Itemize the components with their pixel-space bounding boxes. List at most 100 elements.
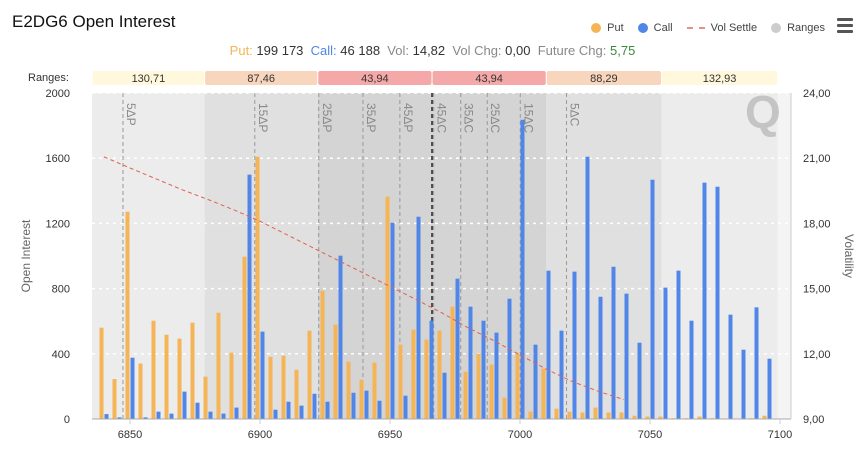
call-bar xyxy=(208,411,213,419)
vol-label: Vol: xyxy=(387,43,409,58)
range-value: 130,71 xyxy=(132,73,166,85)
call-value: 46 188 xyxy=(340,43,381,58)
put-bar xyxy=(385,196,390,419)
call-label: Call: xyxy=(310,43,337,58)
call-bar xyxy=(702,182,707,419)
y2-tick-label: 12,00 xyxy=(803,349,831,361)
y-tick-label: 0 xyxy=(64,414,70,426)
range-band xyxy=(546,93,662,419)
y2-tick-label: 21,00 xyxy=(803,153,831,165)
call-bar xyxy=(364,390,369,419)
call-bar xyxy=(416,216,421,419)
dashed-line-icon xyxy=(686,27,705,29)
x-tick-label: 7000 xyxy=(508,429,532,441)
put-bar xyxy=(502,397,507,419)
vol-chg-label: Vol Chg: xyxy=(452,43,502,58)
y-axis-title: Open Interest xyxy=(19,219,33,292)
range-bar-segment xyxy=(318,71,432,85)
stats-line: Put: 199 173 Call: 46 188 Vol: 14,82 Vol… xyxy=(0,43,865,58)
logo-watermark: Q xyxy=(745,86,781,138)
call-bar xyxy=(611,266,616,419)
put-bar xyxy=(632,415,637,419)
put-bar xyxy=(580,412,585,419)
legend-item-put[interactable]: Put xyxy=(591,22,624,34)
y2-tick-label: 18,00 xyxy=(803,218,831,230)
call-bar xyxy=(637,342,642,419)
vol-chg-value: 0,00 xyxy=(505,43,531,58)
delta-line-label: 35ΔC xyxy=(462,103,476,133)
put-bar xyxy=(229,352,234,419)
call-bar xyxy=(663,287,668,419)
legend-label: Call xyxy=(653,22,673,34)
call-bar xyxy=(351,392,356,419)
call-bar xyxy=(312,393,317,419)
y-tick-label: 1200 xyxy=(46,218,70,230)
put-bar xyxy=(203,376,208,419)
y2-axis-title: Volatility xyxy=(842,234,856,278)
legend-item-ranges[interactable]: Ranges xyxy=(771,22,825,34)
hamburger-menu-icon[interactable] xyxy=(837,18,853,36)
delta-line-label: 25ΔC xyxy=(488,103,502,133)
put-bar xyxy=(489,364,494,419)
put-bar xyxy=(177,338,182,419)
x-tick-label: 7100 xyxy=(768,429,792,441)
call-bar xyxy=(221,413,226,419)
put-bar xyxy=(190,322,195,419)
call-bar xyxy=(299,405,304,419)
call-bar xyxy=(559,330,564,419)
call-bar xyxy=(689,320,694,419)
put-label: Put: xyxy=(229,43,253,58)
put-bar xyxy=(450,306,455,419)
range-band xyxy=(432,93,547,419)
call-bar xyxy=(468,306,473,419)
put-bar xyxy=(424,339,429,419)
call-bar xyxy=(117,417,122,419)
legend-item-call[interactable]: Call xyxy=(637,22,673,34)
put-bar xyxy=(645,416,650,419)
call-bar xyxy=(715,186,720,419)
put-bar xyxy=(567,411,572,419)
legend-item-vol-settle[interactable]: Vol Settle xyxy=(686,22,757,34)
call-bar xyxy=(442,372,447,419)
put-bar xyxy=(593,407,598,419)
call-bar xyxy=(754,307,759,419)
range-band xyxy=(92,93,205,419)
delta-line-label: 15ΔP xyxy=(256,103,270,132)
put-bar xyxy=(398,344,403,419)
put-bar xyxy=(515,353,520,419)
legend: Put Call Vol Settle Ranges xyxy=(591,22,825,34)
delta-line-label: 45ΔC xyxy=(435,103,449,133)
ranges-label: Ranges: xyxy=(28,72,69,84)
call-bar xyxy=(455,278,460,419)
put-bar xyxy=(333,324,338,419)
y-tick-label: 800 xyxy=(52,284,70,296)
range-value: 88,29 xyxy=(590,73,618,85)
put-value: 199 173 xyxy=(256,43,304,58)
call-bar xyxy=(494,332,499,419)
call-bar xyxy=(728,314,733,419)
call-bar xyxy=(247,174,252,419)
put-bar xyxy=(554,408,559,419)
range-bar-segment xyxy=(205,71,318,85)
call-bar xyxy=(403,395,408,419)
put-bar xyxy=(320,290,325,419)
delta-line-label: 35ΔP xyxy=(364,103,378,132)
call-bar xyxy=(533,344,538,419)
call-bar xyxy=(338,255,343,419)
put-bar xyxy=(359,379,364,419)
call-bar xyxy=(390,222,395,419)
call-bar xyxy=(104,414,109,419)
x-tick-label: 6900 xyxy=(248,429,272,441)
call-bar xyxy=(650,179,655,419)
put-bar xyxy=(281,355,286,419)
call-bar xyxy=(260,331,265,419)
put-bar xyxy=(762,415,767,419)
legend-label: Put xyxy=(607,22,624,34)
put-bar xyxy=(437,330,442,419)
y-tick-label: 2000 xyxy=(46,88,70,100)
call-bar xyxy=(182,391,187,419)
put-bar xyxy=(151,320,156,419)
delta-line-label: 5ΔC xyxy=(568,103,582,127)
put-bar xyxy=(372,362,377,419)
